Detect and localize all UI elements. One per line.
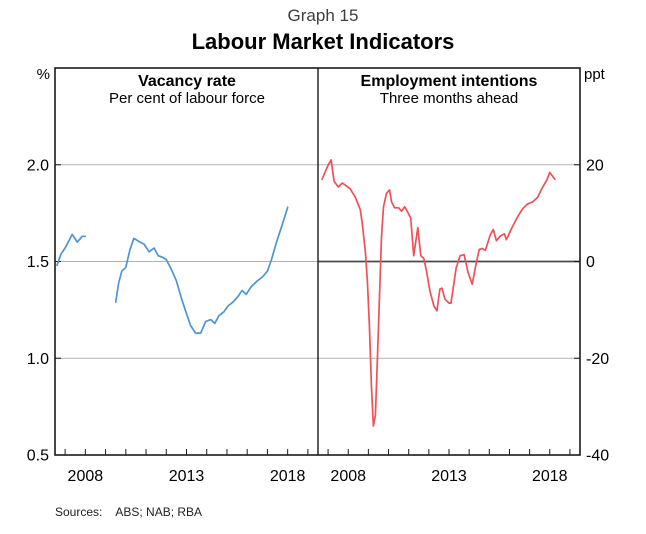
right-axis-unit-label: ppt [584, 66, 605, 83]
y-tick-label: 1.0 [27, 351, 49, 368]
x-tick-label: 2018 [532, 468, 568, 485]
vacancy-rate-line [114, 206, 289, 334]
sources-note: Sources: ABS; NAB; RBA [55, 505, 202, 519]
right-panel-subtitle: Three months ahead [379, 89, 519, 107]
x-tick-label: 2013 [431, 468, 467, 485]
y-tick-label: -40 [586, 448, 609, 465]
graph-number: Graph 15 [287, 6, 359, 25]
x-tick-label: 2008 [330, 468, 366, 485]
y-tick-label: 0.5 [27, 448, 49, 465]
graph-title: Labour Market Indicators [191, 29, 455, 54]
y-tick-label: 2.0 [27, 157, 49, 174]
x-tick-label: 2018 [270, 468, 306, 485]
left-panel-subtitle: Per cent of labour force [109, 89, 265, 107]
y-tick-label: 0 [586, 254, 595, 271]
y-tick-label: 1.5 [27, 254, 49, 271]
sources-value: ABS; NAB; RBA [115, 505, 203, 519]
plot-border [54, 67, 581, 456]
x-tick-label: 2008 [68, 468, 104, 485]
sources-label: Sources: [55, 505, 103, 519]
left-panel-title: Vacancy rate [138, 73, 236, 90]
right-panel-header: Employment intentions Three months ahead [318, 73, 580, 108]
vacancy-rate-line [56, 233, 87, 267]
left-axis-unit-label: % [36, 66, 50, 83]
left-panel-header: Vacancy rate Per cent of labour force [56, 73, 318, 108]
right-panel-title: Employment intentions [360, 73, 538, 90]
y-tick-label: -20 [586, 351, 609, 368]
y-tick-label: 20 [586, 157, 604, 174]
x-tick-label: 2013 [169, 468, 205, 485]
employment-intentions-line [321, 159, 556, 427]
